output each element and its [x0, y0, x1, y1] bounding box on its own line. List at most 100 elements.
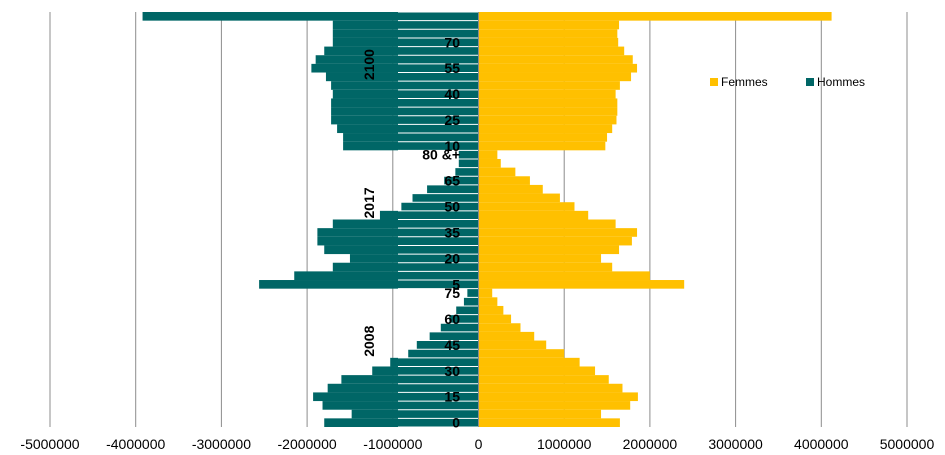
- bar-femmes-2008-3: [478, 392, 638, 402]
- bar-hommes-2017-13: [455, 167, 479, 177]
- bar-hommes-2008-6: [372, 366, 479, 376]
- bar-hommes-2100-2: [337, 124, 479, 134]
- bar-femmes-2017-9: [478, 202, 575, 211]
- bar-femmes-2017-13: [478, 167, 516, 177]
- bar-femmes-2100-6: [478, 89, 616, 99]
- age-label: 0: [452, 415, 460, 431]
- labels: 0 15 30 45 60 75 2008 5 20 35 50 65 80 &+ 2017 10 25 40 5…: [361, 34, 460, 430]
- x-tick-label: -3000000: [192, 436, 251, 452]
- bar-femmes-2017-8: [478, 210, 589, 220]
- bar-femmes-2100-5: [478, 98, 618, 108]
- bar-hommes-2008-7: [390, 357, 479, 367]
- bar-hommes-2008-8: [408, 349, 479, 358]
- bar-hommes-2008-9: [416, 340, 479, 350]
- bar-hommes-2017-6: [317, 228, 479, 237]
- bar-femmes-2100-8: [478, 72, 632, 82]
- bar-hommes-2017-1: [294, 271, 479, 281]
- bar-hommes-2008-0: [324, 418, 479, 427]
- bar-femmes-2100-13: [478, 29, 618, 38]
- bar-femmes-2008-12: [478, 314, 512, 324]
- bar-hommes-2008-11: [440, 323, 479, 332]
- bar-femmes-2017-3: [478, 254, 602, 263]
- age-label: 65: [444, 173, 460, 189]
- bar-hommes-2008-13: [456, 305, 479, 315]
- bar-femmes-2008-7: [478, 357, 580, 367]
- age-label: 40: [444, 86, 460, 102]
- age-label: 15: [444, 389, 460, 405]
- bar-femmes-2017-15: [478, 150, 498, 159]
- legend-swatch-femmes: [710, 78, 718, 86]
- bar-femmes-2017-1: [478, 271, 650, 281]
- bar-hommes-2008-14: [463, 297, 479, 306]
- bar-hommes-2008-2: [322, 401, 479, 410]
- bar-hommes-2017-11: [427, 184, 479, 194]
- bar-hommes-2017-4: [324, 245, 479, 255]
- bar-hommes-2017-12: [444, 176, 479, 185]
- age-label: 50: [444, 199, 460, 215]
- legend-swatch-hommes: [806, 78, 814, 86]
- bar-hommes-2017-10: [412, 193, 479, 203]
- bar-hommes-2100-15: [142, 12, 479, 21]
- legend-label-femmes: Femmes: [721, 75, 768, 89]
- bar-femmes-2100-14: [478, 20, 620, 30]
- x-axis: -5000000 -4000000 -3000000 -2000000 -1000000…: [20, 12, 934, 452]
- x-tick-label: 2000000: [623, 436, 678, 452]
- bar-femmes-2100-15: [478, 12, 832, 21]
- bar-hommes-2100-8: [325, 72, 479, 82]
- bar-femmes-2008-9: [478, 340, 547, 350]
- bar-hommes-2008-12: [449, 314, 479, 324]
- age-label: 10: [444, 138, 460, 154]
- bar-hommes-2017-9: [401, 202, 479, 211]
- bar-hommes-2008-5: [341, 375, 479, 384]
- group-label-2008: 2008: [361, 325, 377, 356]
- bar-femmes-2100-9: [478, 63, 638, 73]
- bar-hommes-2017-7: [332, 219, 479, 229]
- age-label: 75: [444, 285, 460, 301]
- bar-hommes-2100-14: [332, 20, 479, 30]
- x-tick-label: 1000000: [537, 436, 592, 452]
- bar-femmes-2008-5: [478, 375, 609, 384]
- x-tick-label: 4000000: [794, 436, 849, 452]
- bar-femmes-2100-0: [478, 141, 606, 151]
- bar-hommes-2100-11: [324, 46, 479, 56]
- bar-femmes-2017-14: [478, 158, 501, 168]
- bar-hommes-2017-3: [349, 254, 479, 263]
- age-label: 60: [444, 311, 460, 327]
- age-label: 45: [444, 337, 460, 353]
- age-label: 5: [452, 276, 460, 292]
- bar-femmes-2017-0: [478, 280, 685, 289]
- bar-femmes-2008-11: [478, 323, 521, 332]
- x-tick-label: 3000000: [708, 436, 763, 452]
- bar-femmes-2008-8: [478, 349, 565, 358]
- bar-hommes-2100-3: [331, 115, 479, 125]
- bar-hommes-2100-5: [331, 98, 479, 108]
- x-tick-label: 0: [475, 436, 483, 452]
- bar-hommes-2100-6: [332, 89, 479, 99]
- bar-hommes-2100-0: [343, 141, 479, 151]
- age-label: 25: [444, 112, 460, 128]
- bar-femmes-2100-3: [478, 115, 617, 125]
- age-label: 35: [444, 224, 460, 240]
- bar-hommes-2100-1: [343, 133, 479, 142]
- bar-femmes-2017-5: [478, 236, 632, 246]
- bar-femmes-2017-2: [478, 262, 613, 272]
- age-label: 30: [444, 363, 460, 379]
- age-label: 70: [444, 34, 460, 50]
- age-label: 55: [444, 60, 460, 76]
- bar-femmes-2100-7: [478, 81, 620, 90]
- bar-femmes-2017-6: [478, 228, 638, 237]
- bar-femmes-2100-10: [478, 55, 633, 64]
- bar-hommes-2100-12: [332, 37, 479, 47]
- x-tick-label: -4000000: [106, 436, 165, 452]
- bar-femmes-2008-13: [478, 305, 504, 315]
- group-label-2017: 2017: [361, 187, 377, 218]
- bar-hommes-2017-14: [458, 158, 479, 168]
- bar-hommes-2008-15: [467, 288, 479, 298]
- bar-femmes-2008-0: [478, 418, 620, 427]
- bar-hommes-2008-1: [351, 409, 479, 419]
- bar-femmes-2017-11: [478, 184, 543, 194]
- x-tick-label: -5000000: [20, 436, 79, 452]
- bar-femmes-2008-15: [478, 288, 493, 298]
- bar-hommes-2008-4: [327, 383, 479, 393]
